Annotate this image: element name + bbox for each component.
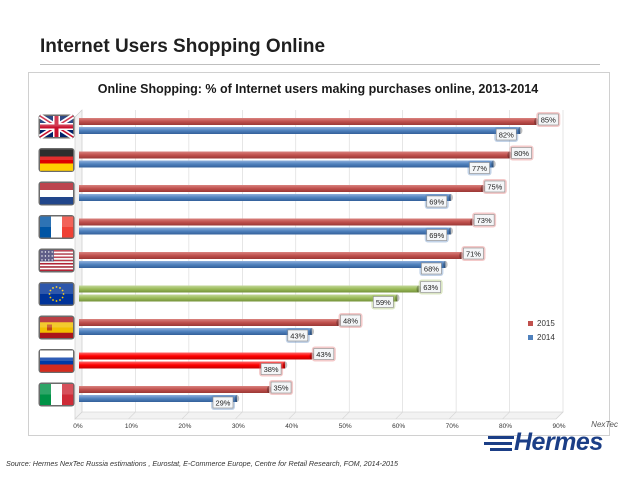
hermes-logo: NexTec Hermes [484,418,624,458]
logo-speed-lines-icon [484,436,514,451]
bar-2015 [79,252,464,259]
logo-hermes-text: Hermes [514,428,603,456]
data-label-2014: 43% [290,331,305,340]
data-label-2015: 75% [487,182,502,191]
x-tick-label: 80% [499,423,512,430]
x-tick-label: 30% [232,423,245,430]
gridline-floor [448,411,457,420]
x-tick-label: 50% [339,423,352,430]
data-label-2014: 29% [215,398,230,407]
gridline-floor [395,411,403,420]
bar-2014 [79,160,496,168]
x-tick-label: 60% [392,423,405,430]
x-tick-label: 20% [178,423,191,430]
chart-legend: 2015 2014 [528,316,555,344]
legend-label-2014: 2014 [537,332,555,342]
chart-title: Online Shopping: % of Internet users mak… [97,82,539,96]
bar-2015 [79,118,539,125]
gridline-floor [235,411,243,420]
gridline-floor [74,411,83,420]
data-label-2014: 69% [429,231,444,240]
france-flag-icon [38,215,75,239]
bar-2014 [79,361,288,369]
legend-item-2015: 2015 [528,316,555,330]
data-label-2014: 82% [499,130,514,139]
data-label-2015: 48% [343,316,358,325]
bar-2014 [79,294,400,302]
bar-2015 [79,185,486,192]
data-label-2015: 63% [423,283,438,292]
data-label-2014: 59% [376,298,391,307]
data-label-2015: 85% [541,115,556,124]
data-label-2015: 71% [466,249,481,258]
bar-2014 [79,194,453,201]
data-label-2015: 73% [477,216,492,225]
bar-2014 [79,227,453,235]
x-tick-label: 70% [446,423,459,430]
x-tick-label: 40% [285,423,298,430]
data-label-2015: 80% [514,149,529,158]
gridline-floor [342,411,350,420]
x-tick-label: 10% [125,423,138,430]
bar-2015 [79,218,475,226]
bar-2014 [79,395,240,402]
x-tick-label: 90% [552,423,565,430]
title-divider [40,64,600,65]
data-label-2014: 38% [264,365,279,374]
gridline-floor [181,411,190,420]
slide-title: Internet Users Shopping Online [40,36,326,57]
bar-2014 [79,328,315,335]
source-note: Source: Hermes NexTec Russia estimations… [6,459,399,468]
data-label-2014: 69% [429,197,444,206]
italy-flag-icon [38,382,75,407]
x-tick-label: 0% [73,423,83,430]
spain-flag-icon [38,315,75,340]
gridline-floor [128,411,136,420]
data-label-2015: 43% [316,350,331,359]
data-label-2014: 68% [424,264,439,273]
gridline-floor [502,411,510,420]
bar-2015 [79,151,512,159]
eu-flag-icon [38,282,75,306]
russia-flag-icon [38,349,75,373]
legend-swatch-2015 [528,320,533,326]
data-label-2015: 35% [274,383,289,392]
gridline-floor [555,411,564,420]
bar-2015 [79,352,315,360]
legend-label-2015: 2015 [537,318,555,328]
bar-2015 [79,386,272,393]
gridline-floor [288,411,296,420]
logo-nextec-text: NexTec [591,420,618,429]
legend-swatch-2014 [528,334,533,340]
data-label-2014: 77% [472,164,487,173]
uk-flag-icon [38,113,75,140]
netherlands-flag-icon [38,181,75,206]
legend-item-2014: 2014 [528,330,555,344]
bar-2015 [79,285,421,293]
germany-flag-icon [38,148,75,172]
bar-2015 [79,319,341,326]
bar-2014 [79,127,523,134]
bar-2014 [79,261,448,268]
usa-flag-icon [38,248,75,273]
